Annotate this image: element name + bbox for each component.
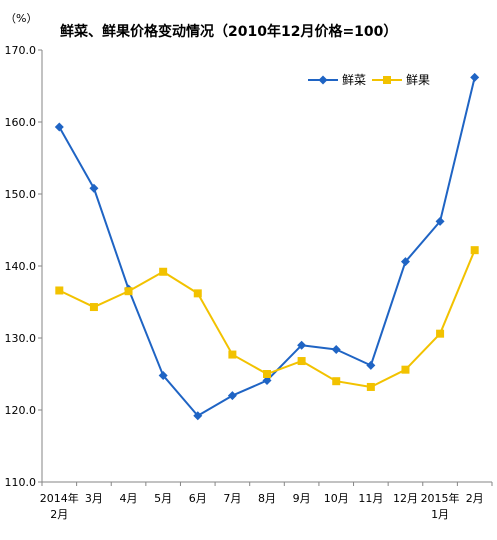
y-axis-unit-label: （%） <box>5 12 37 25</box>
x-tick-label: 3月 <box>85 492 103 505</box>
data-point <box>366 382 375 391</box>
data-point <box>436 329 445 338</box>
data-point <box>193 411 203 421</box>
data-point <box>263 370 271 378</box>
x-tick-label: 2015年 1月 <box>421 491 460 521</box>
legend-item: 鲜果 <box>372 73 430 87</box>
x-tick-label: 2014年 2月 <box>40 491 79 521</box>
y-tick-label: 120.0 <box>5 404 37 417</box>
x-tick-label: 4月 <box>120 492 138 505</box>
series-line <box>58 77 476 417</box>
y-tick-label: 130.0 <box>5 332 37 345</box>
legend-item: 鲜菜 <box>308 73 366 87</box>
data-point <box>400 257 410 267</box>
data-point <box>332 377 341 386</box>
y-tick-label: 110.0 <box>5 476 37 489</box>
data-point <box>470 246 479 255</box>
legend-label: 鲜果 <box>406 73 430 87</box>
y-axis-ticks: 110.0 120.0 130.0 140.0 150.0 160.0 170.0 <box>5 44 42 489</box>
data-point <box>470 72 480 82</box>
series-fruits <box>55 246 479 391</box>
chart-axes <box>41 50 492 483</box>
data-point <box>54 122 64 132</box>
y-tick-label: 140.0 <box>5 260 37 273</box>
x-tick-label: 9月 <box>293 492 311 505</box>
data-point <box>297 340 307 350</box>
data-point <box>89 303 98 312</box>
data-point <box>366 360 376 370</box>
data-point <box>124 287 133 296</box>
x-tick-label: 11月 <box>358 492 383 505</box>
x-tick-label: 10月 <box>324 492 349 505</box>
legend: 鲜菜 鲜果 <box>308 73 430 87</box>
series-group <box>54 72 480 421</box>
data-point <box>331 345 341 355</box>
series-vegetables <box>54 72 480 421</box>
x-tick-label: 8月 <box>258 492 276 505</box>
data-point <box>401 365 410 374</box>
data-point <box>55 286 64 295</box>
data-point <box>262 375 272 385</box>
x-tick-label: 12月 <box>393 492 418 505</box>
legend-marker <box>383 76 391 84</box>
data-point <box>228 350 237 359</box>
data-point <box>89 183 99 193</box>
x-axis-ticks: 2014年 2月 3月 4月 5月 6月 7月 8月 9月 10月 11月 12月 2015年 1月 2月 <box>40 482 493 521</box>
y-tick-label: 160.0 <box>5 116 37 129</box>
legend-marker <box>318 75 328 85</box>
legend-label: 鲜菜 <box>342 73 366 87</box>
data-point <box>297 357 306 366</box>
x-tick-label: 2月 <box>466 492 484 505</box>
data-point <box>435 216 445 226</box>
x-tick-label: 6月 <box>189 492 207 505</box>
x-tick-label: 7月 <box>223 492 241 505</box>
data-point <box>159 267 168 276</box>
chart-title: 鲜菜、鲜果价格变动情况（2010年12月价格=100） <box>60 23 397 40</box>
data-point <box>227 391 237 401</box>
y-tick-label: 170.0 <box>5 44 37 57</box>
data-point <box>158 370 168 380</box>
y-tick-label: 150.0 <box>5 188 37 201</box>
data-point <box>193 289 202 298</box>
x-tick-label: 5月 <box>154 492 172 505</box>
